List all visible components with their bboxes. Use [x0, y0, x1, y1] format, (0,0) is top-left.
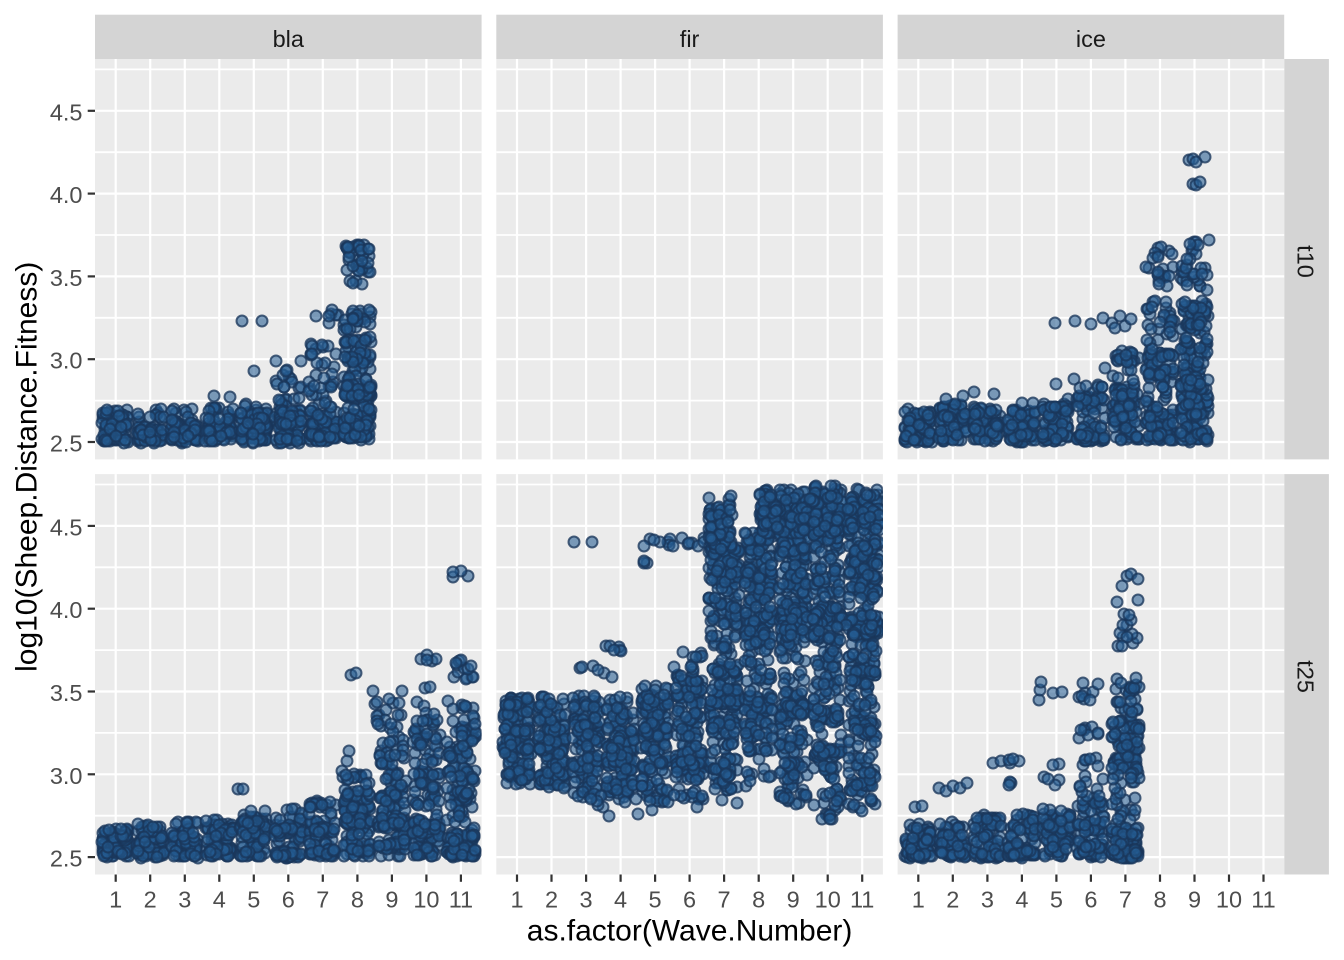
svg-text:10: 10	[413, 887, 439, 913]
svg-text:5: 5	[1050, 887, 1063, 913]
svg-text:6: 6	[282, 887, 295, 913]
svg-text:9: 9	[1188, 887, 1201, 913]
svg-text:10: 10	[1216, 887, 1242, 913]
svg-text:7: 7	[718, 887, 731, 913]
svg-text:2: 2	[545, 887, 558, 913]
svg-text:4.0: 4.0	[50, 182, 83, 208]
svg-text:1: 1	[109, 887, 122, 913]
svg-text:4.0: 4.0	[50, 597, 83, 623]
svg-text:4: 4	[213, 887, 226, 913]
svg-text:2: 2	[946, 887, 959, 913]
svg-text:4.5: 4.5	[50, 514, 83, 540]
svg-text:5: 5	[649, 887, 662, 913]
svg-text:3: 3	[178, 887, 191, 913]
svg-text:8: 8	[351, 887, 364, 913]
svg-text:11: 11	[1251, 887, 1275, 913]
svg-text:6: 6	[1084, 887, 1097, 913]
svg-text:9: 9	[787, 887, 800, 913]
svg-text:t10: t10	[1293, 245, 1319, 278]
svg-text:7: 7	[316, 887, 329, 913]
svg-text:2.5: 2.5	[50, 846, 83, 872]
svg-text:6: 6	[683, 887, 696, 913]
svg-text:2: 2	[144, 887, 157, 913]
svg-text:5: 5	[247, 887, 260, 913]
svg-text:2.5: 2.5	[50, 431, 83, 457]
svg-text:10: 10	[815, 887, 841, 913]
svg-text:log10(Sheep.Distance.Fitness): log10(Sheep.Distance.Fitness)	[11, 262, 44, 672]
svg-text:4: 4	[614, 887, 627, 913]
svg-text:8: 8	[1153, 887, 1166, 913]
svg-text:3.0: 3.0	[50, 348, 83, 374]
svg-text:fir: fir	[680, 26, 700, 52]
svg-text:8: 8	[752, 887, 765, 913]
svg-text:11: 11	[850, 887, 874, 913]
svg-text:11: 11	[449, 887, 473, 913]
svg-text:9: 9	[385, 887, 398, 913]
svg-text:t25: t25	[1293, 660, 1319, 693]
svg-text:1: 1	[510, 887, 523, 913]
svg-text:3.5: 3.5	[50, 680, 83, 706]
svg-text:ice: ice	[1076, 26, 1106, 52]
svg-text:bla: bla	[273, 26, 305, 52]
svg-text:3.5: 3.5	[50, 265, 83, 291]
svg-text:4.5: 4.5	[50, 99, 83, 125]
svg-text:7: 7	[1119, 887, 1132, 913]
svg-text:as.factor(Wave.Number): as.factor(Wave.Number)	[527, 915, 853, 948]
svg-text:3: 3	[981, 887, 994, 913]
svg-text:3.0: 3.0	[50, 763, 83, 789]
svg-text:4: 4	[1015, 887, 1028, 913]
svg-text:3: 3	[580, 887, 593, 913]
svg-text:1: 1	[912, 887, 925, 913]
